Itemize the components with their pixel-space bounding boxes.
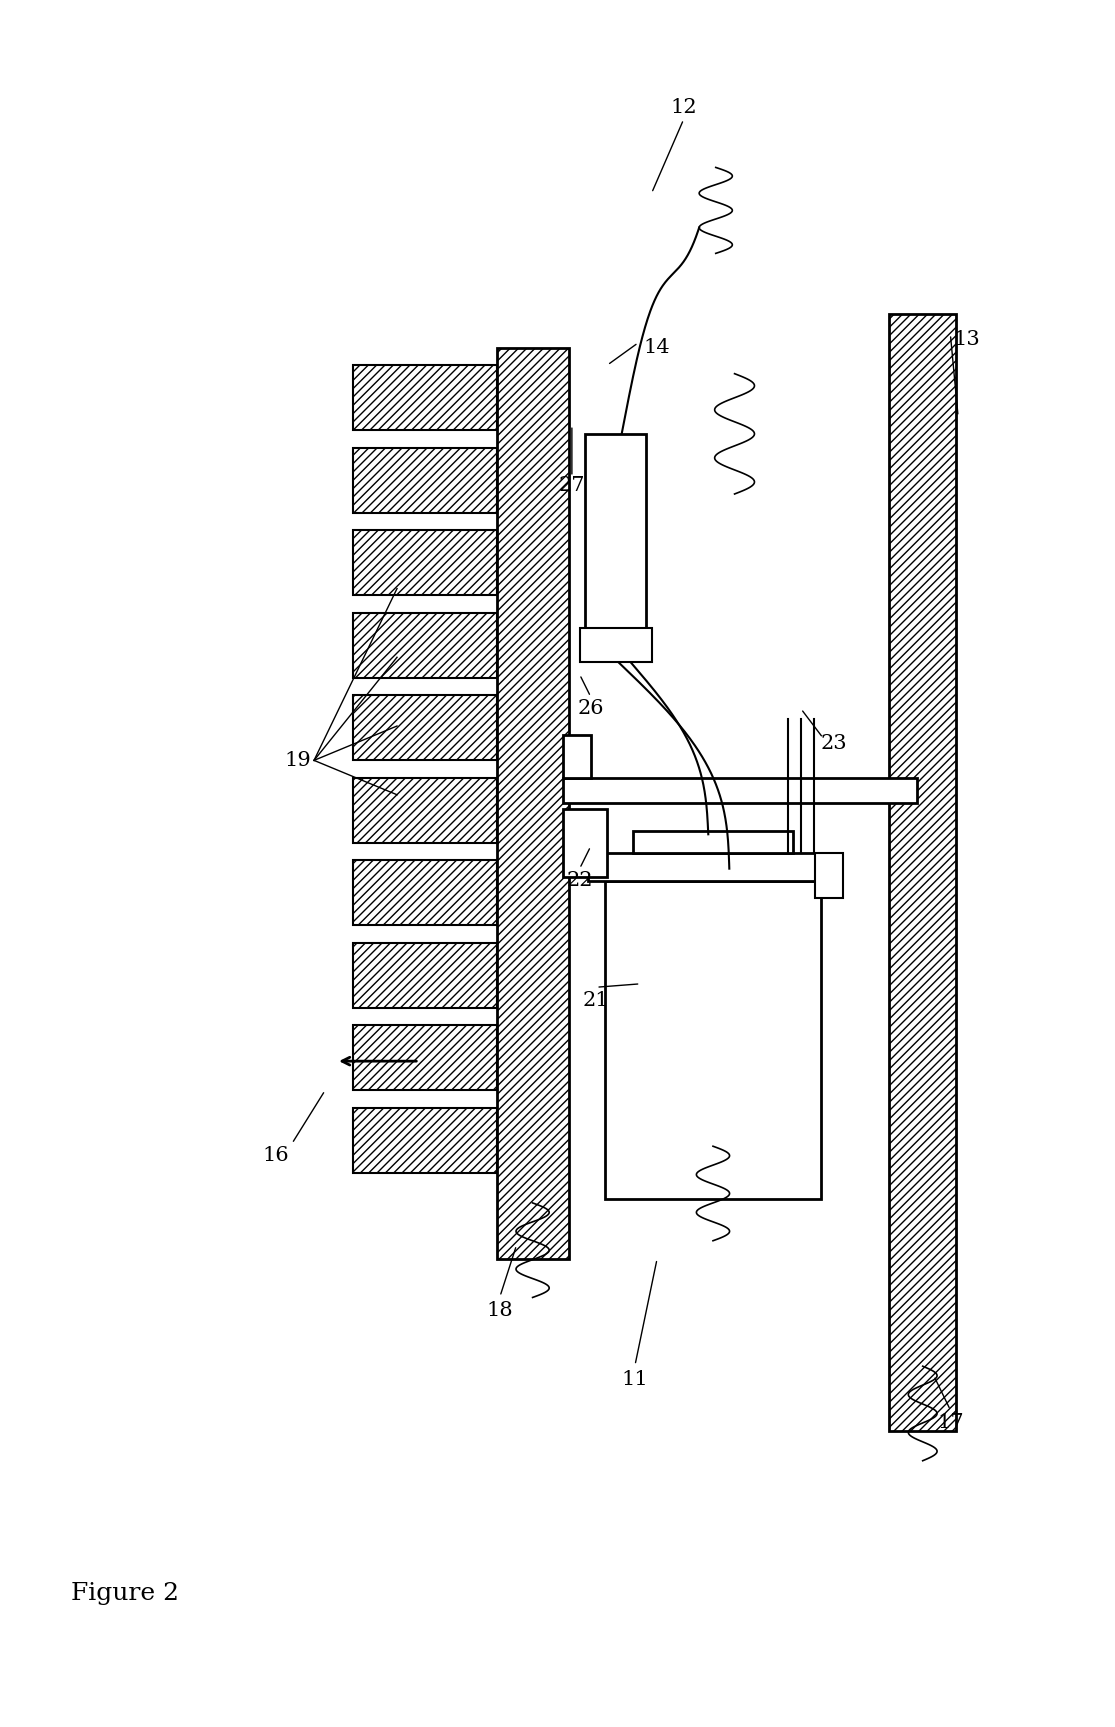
Text: 21: 21 — [583, 991, 610, 1010]
Bar — [563, 777, 918, 803]
Bar — [352, 364, 496, 430]
Text: 12: 12 — [670, 98, 697, 117]
Bar — [589, 853, 837, 881]
Bar — [352, 1107, 496, 1173]
Text: 13: 13 — [953, 330, 980, 349]
Text: 19: 19 — [284, 751, 311, 770]
Text: 16: 16 — [262, 1147, 289, 1166]
Bar — [605, 881, 821, 1199]
Bar — [352, 613, 496, 679]
Bar — [352, 943, 496, 1009]
Bar — [352, 777, 496, 843]
Bar — [352, 530, 496, 596]
Text: 17: 17 — [937, 1413, 963, 1432]
Bar — [352, 694, 496, 760]
Text: Figure 2: Figure 2 — [70, 1582, 178, 1606]
Text: 14: 14 — [643, 338, 670, 357]
Bar — [352, 860, 496, 926]
Text: 23: 23 — [821, 734, 847, 753]
Bar — [352, 447, 496, 513]
Bar — [585, 433, 646, 632]
Bar — [563, 734, 591, 777]
Text: 11: 11 — [621, 1370, 648, 1389]
Bar — [496, 347, 569, 1259]
Text: 27: 27 — [559, 477, 585, 496]
Bar — [563, 808, 608, 877]
Text: 18: 18 — [486, 1300, 513, 1319]
Bar — [890, 314, 956, 1430]
Bar — [580, 629, 651, 663]
Text: 22: 22 — [566, 870, 593, 889]
Bar — [632, 831, 793, 853]
Bar — [815, 853, 843, 898]
Bar — [352, 1026, 496, 1090]
Text: 26: 26 — [578, 699, 604, 718]
